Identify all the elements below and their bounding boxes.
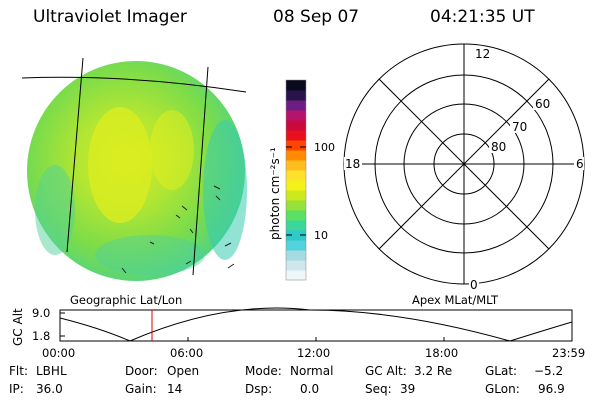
geographic-grid-lines [21,57,247,276]
mlat-label-70: 70 [512,120,527,134]
time-readout: 04:21:35 UT [430,7,535,27]
glat-value: −5.2 [534,364,564,378]
colorbar-segment [286,210,306,221]
filter-label: Flt: [9,364,28,378]
colorbar-segment [286,170,306,181]
time-tick-0000: 00:00 [42,346,76,360]
colorbar-segment [286,140,306,151]
gc-alt-value: 3.2 Re [414,364,453,378]
colorbar-segment [286,180,306,191]
door-value: Open [167,364,200,378]
altitude-ytick-1-8: 1.8 [32,329,51,343]
colorbar-segment [286,90,306,101]
gc-alt-label: GC Alt: [365,364,407,378]
seq-value: 39 [400,382,416,396]
apex-panel-label: Apex MLat/MLT [412,293,499,307]
colorbar-segment [286,190,306,201]
glon-value: 96.9 [538,382,565,396]
mlat-label-60: 60 [535,97,550,111]
colorbar-segment [286,130,306,141]
geographic-panel-label: Geographic Lat/Lon [70,293,183,307]
time-tick-1800: 18:00 [425,346,459,360]
filter-value: LBHL [36,364,67,378]
mlt-label-6: 6 [576,157,584,171]
dsp-value: 0.0 [300,382,320,396]
colorbar-segment [286,110,306,121]
colorbar-segment [286,100,306,111]
colorbar-segment [286,80,306,91]
colorbar-segment [286,240,306,251]
ip-label: IP: [9,382,24,396]
colorbar-segment [286,160,306,171]
colorbar-segment [286,150,306,161]
altitude-ylabel: GC Alt [11,308,25,346]
colorbar-segment [286,220,306,231]
colorbar-tick-10: 10 [314,229,328,242]
altitude-strip-plot [59,307,573,342]
polar-mlt-grid [343,43,585,285]
colorbar-segment [286,200,306,211]
gain-value: 14 [167,382,183,396]
colorbar-segment [286,230,306,241]
colorbar-unit-label: photon cm⁻²s⁻¹ [268,147,282,240]
mlt-label-18: 18 [345,157,360,171]
time-tick-0600: 06:00 [170,346,204,360]
intensity-colorbar [285,79,307,281]
mlt-label-0: 0 [470,278,478,292]
colorbar-segment [286,270,306,281]
glat-label: GLat: [485,364,518,378]
door-label: Door: [125,364,158,378]
colorbar-tick-100: 100 [314,141,335,154]
polar-labels: 12 0 18 6 60 70 80 [344,47,584,292]
colorbar-ticks [286,146,306,236]
colorbar-border [285,79,307,281]
dsp-label: Dsp: [245,382,273,396]
date-readout: 08 Sep 07 [273,7,360,27]
uv-earth-disk-image [27,61,247,281]
seq-label: Seq: [365,382,392,396]
mode-label: Mode: [245,364,282,378]
mlat-label-80: 80 [491,140,506,154]
colorbar-segment [286,120,306,131]
glon-label: GLon: [485,382,520,396]
gain-label: Gain: [125,382,157,396]
ip-value: 36.0 [36,382,63,396]
colorbar-segment [286,260,306,271]
time-tick-1200: 12:00 [297,346,331,360]
time-tick-2359: 23:59 [552,346,586,360]
colorbar-segment [286,250,306,261]
mode-value: Normal [290,364,334,378]
altitude-ytick-9: 9.0 [32,306,51,320]
imager-title: Ultraviolet Imager [33,7,187,27]
mlt-label-12: 12 [475,47,490,61]
